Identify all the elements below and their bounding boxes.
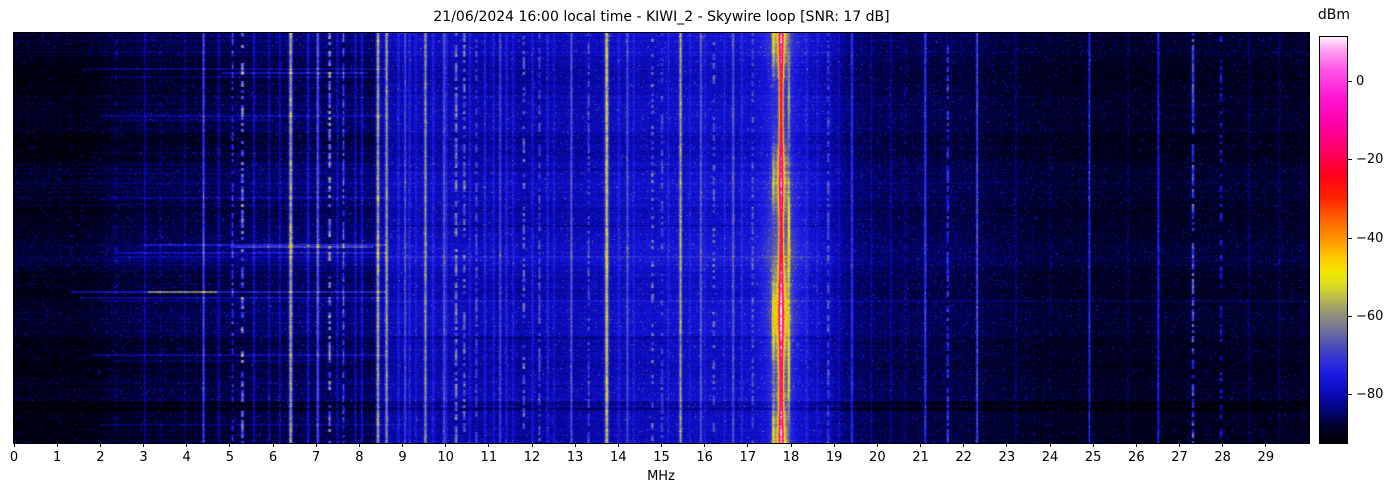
x-axis-label: MHz — [647, 469, 675, 484]
figure-title: 21/06/2024 16:00 local time - KIWI_2 - S… — [433, 9, 890, 25]
x-tick-mark — [790, 443, 792, 447]
x-tick-label: 27 — [1171, 450, 1188, 465]
x-tick-label: 6 — [268, 450, 278, 465]
x-tick-label: 28 — [1214, 450, 1231, 465]
colorbar-tick-mark — [1348, 237, 1352, 239]
x-tick-label: 1 — [53, 450, 62, 465]
x-tick-label: 22 — [955, 450, 972, 465]
x-tick-label: 4 — [182, 450, 191, 465]
x-tick-mark — [13, 443, 15, 447]
spectrogram-canvas — [14, 33, 1309, 443]
colorbar-tick-mark — [1348, 81, 1352, 83]
x-tick-mark — [99, 443, 101, 447]
colorbar-unit-label: dBm — [1317, 7, 1351, 23]
x-tick-label: 20 — [869, 450, 886, 465]
x-tick-mark — [1049, 443, 1051, 447]
x-tick-mark — [747, 443, 749, 447]
x-tick-mark — [920, 443, 921, 447]
colorbar-tick-label: 0 — [1356, 74, 1365, 90]
x-tick-label: 9 — [398, 450, 407, 465]
x-tick-mark — [272, 443, 274, 447]
x-tick-label: 26 — [1128, 450, 1145, 465]
x-tick-mark — [402, 443, 403, 447]
x-tick-mark — [574, 443, 576, 447]
x-tick-label: 0 — [9, 450, 19, 465]
x-tick-label: 7 — [312, 450, 321, 465]
x-tick-mark — [704, 443, 706, 447]
x-tick-mark — [229, 443, 231, 447]
spectrogram-plot-area — [13, 32, 1310, 444]
x-tick-label: 29 — [1257, 450, 1275, 465]
x-tick-label: 16 — [696, 450, 713, 465]
colorbar-tick-mark — [1348, 159, 1352, 161]
x-tick-label: 14 — [610, 450, 627, 465]
x-tick-label: 11 — [480, 450, 498, 465]
x-tick-label: 8 — [355, 450, 364, 465]
x-tick-mark — [315, 443, 317, 447]
x-tick-label: 3 — [139, 450, 148, 465]
colorbar-tick-label: −60 — [1356, 308, 1384, 324]
x-tick-label: 2 — [96, 450, 105, 465]
colorbar-tick-mark — [1348, 393, 1352, 395]
x-tick-label: 21 — [912, 450, 929, 465]
x-tick-mark — [1222, 443, 1224, 447]
x-tick-mark — [1135, 443, 1137, 447]
x-tick-mark — [186, 443, 188, 447]
x-tick-label: 10 — [437, 450, 454, 465]
x-tick-label: 15 — [653, 450, 670, 465]
x-tick-mark — [488, 443, 490, 447]
x-tick-mark — [1179, 443, 1180, 447]
x-tick-mark — [358, 443, 360, 447]
x-tick-mark — [661, 443, 662, 447]
x-tick-label: 17 — [739, 450, 757, 465]
x-tick-mark — [1265, 443, 1267, 447]
colorbar-gradient — [1319, 36, 1348, 444]
colorbar-tick-mark — [1348, 315, 1352, 317]
colorbar-tick-label: −20 — [1356, 152, 1384, 168]
x-tick-mark — [833, 443, 835, 447]
x-tick-label: 25 — [1084, 450, 1102, 465]
x-tick-label: 18 — [782, 450, 800, 465]
x-tick-label: 24 — [1041, 450, 1059, 465]
x-tick-mark — [876, 443, 878, 447]
x-tick-mark — [56, 443, 58, 447]
x-tick-mark — [143, 443, 144, 447]
x-tick-label: 23 — [998, 450, 1016, 465]
x-tick-mark — [531, 443, 533, 447]
colorbar-tick-label: −40 — [1356, 230, 1384, 246]
x-tick-mark — [617, 443, 619, 447]
x-tick-label: 19 — [825, 450, 843, 465]
colorbar-tick-label: −80 — [1356, 386, 1384, 402]
x-tick-label: 12 — [523, 450, 541, 465]
x-tick-mark — [1092, 443, 1094, 447]
x-tick-label: 5 — [225, 450, 234, 465]
x-tick-mark — [963, 443, 965, 447]
x-tick-label: 13 — [566, 450, 584, 465]
x-tick-mark — [445, 443, 447, 447]
x-tick-mark — [1006, 443, 1008, 447]
